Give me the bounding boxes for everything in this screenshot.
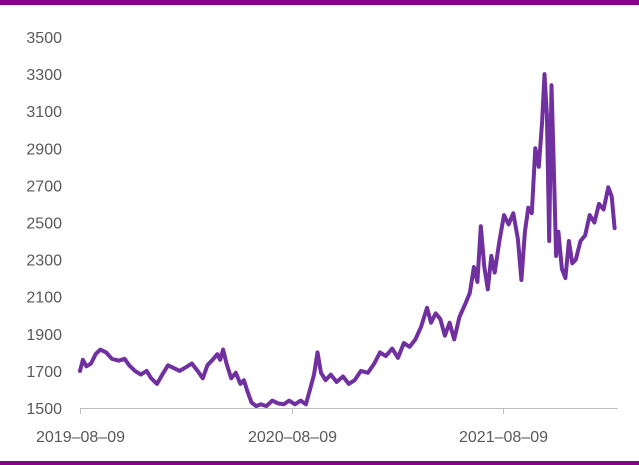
series-group	[78, 72, 617, 409]
y-tick-label: 2700	[26, 178, 62, 195]
top-accent-rule	[0, 0, 639, 5]
x-tick-label: 2021–08–09	[459, 429, 548, 446]
y-tick-label: 1500	[26, 401, 62, 418]
y-tick-label: 1900	[26, 327, 62, 344]
x-tick-label: 2020–08–09	[248, 429, 337, 446]
y-axis: 1500 1700 1900 2100 2300 2500 2700 2900 3100 3300…	[26, 30, 62, 418]
x-tick-label: 2019–08–09	[36, 429, 125, 446]
x-axis: 2019–08–09 2020–08–09 2021–08–09	[36, 408, 548, 446]
series-line	[78, 72, 617, 409]
y-tick-label: 2900	[26, 141, 62, 158]
y-tick-label: 2100	[26, 290, 62, 307]
y-tick-label: 3500	[26, 30, 62, 47]
y-tick-label: 3100	[26, 104, 62, 121]
y-tick-label: 3300	[26, 67, 62, 84]
y-tick-label: 1700	[26, 364, 62, 381]
y-tick-label: 2300	[26, 253, 62, 270]
bottom-accent-rule	[0, 461, 639, 465]
y-tick-label: 2500	[26, 216, 62, 233]
